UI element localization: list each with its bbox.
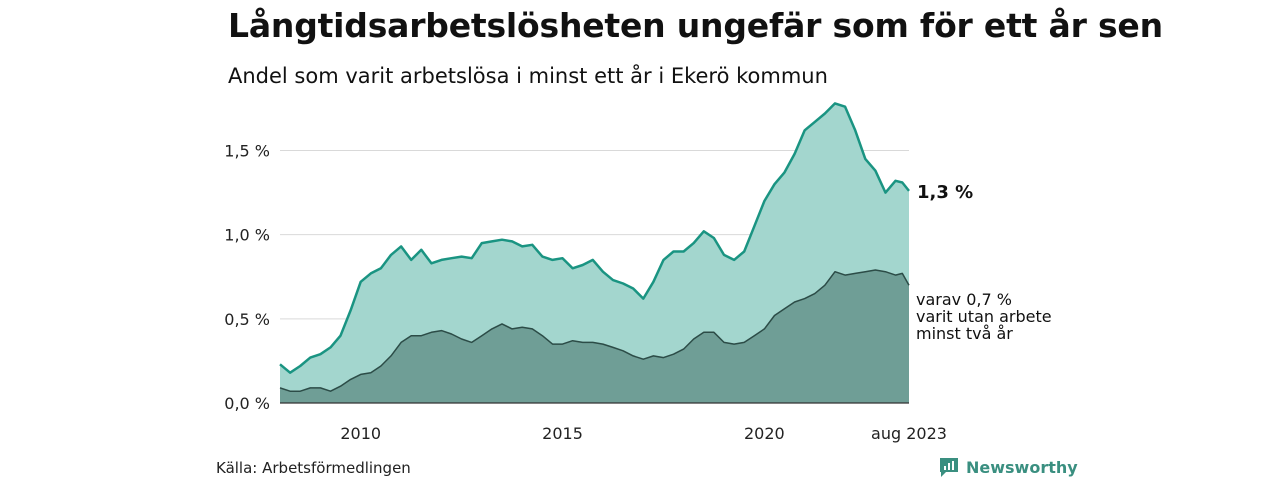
brand-logo[interactable]: Newsworthy bbox=[938, 456, 1078, 478]
x-tick-label: 2015 bbox=[542, 424, 583, 443]
series-areas bbox=[279, 102, 910, 404]
total-area bbox=[280, 103, 909, 404]
longterm-end-label-line: varav 0,7 % bbox=[916, 290, 1012, 309]
longterm-end-label-line: varit utan arbete bbox=[916, 307, 1052, 326]
longterm-line bbox=[279, 269, 910, 392]
total-end-label: 1,3 % bbox=[917, 182, 973, 203]
newsworthy-logo-icon bbox=[940, 458, 958, 477]
brand-name: Newsworthy bbox=[966, 457, 1078, 477]
longterm-area bbox=[280, 270, 909, 403]
y-tick-label: 1,5 % bbox=[224, 142, 270, 161]
x-tick-label: 2020 bbox=[744, 424, 785, 443]
total-line bbox=[279, 102, 910, 374]
chart-subtitle: Andel som varit arbetslösa i minst ett å… bbox=[228, 64, 828, 88]
x-tick-label: aug 2023 bbox=[871, 424, 947, 443]
axes: 0,0 % 0,5 % 1,0 % 1,5 % 2010 2015 2020 aug 2023 bbox=[224, 142, 947, 444]
source-note: Källa: Arbetsförmedlingen bbox=[216, 459, 411, 477]
y-tick-label: 1,0 % bbox=[224, 226, 270, 245]
y-tick-label: 0,0 % bbox=[224, 394, 270, 413]
y-tick-label: 0,5 % bbox=[224, 310, 270, 329]
chart-title: Långtidsarbetslösheten ungefär som för e… bbox=[228, 6, 1163, 45]
x-tick-label: 2010 bbox=[340, 424, 381, 443]
longterm-end-label-line: minst två år bbox=[916, 324, 1013, 343]
